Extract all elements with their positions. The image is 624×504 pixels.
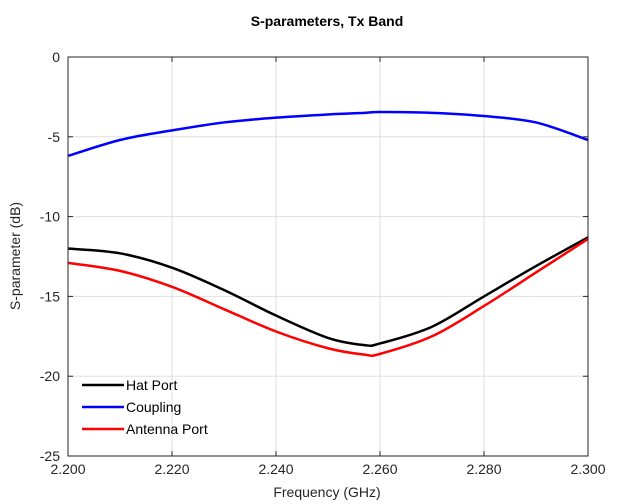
legend-label: Antenna Port: [126, 421, 208, 437]
legend-label: Hat Port: [126, 377, 177, 393]
x-tick-label: 2.300: [570, 461, 605, 477]
y-axis-label: S-parameter (dB): [7, 202, 23, 310]
legend-label: Coupling: [126, 399, 181, 415]
y-tick-label: -15: [40, 288, 60, 304]
chart-title: S-parameters, Tx Band: [251, 13, 404, 29]
y-tick-label: -20: [40, 368, 60, 384]
y-tick-label: -10: [40, 209, 60, 225]
y-tick-label: -25: [40, 448, 60, 464]
y-tick-label: 0: [52, 49, 60, 65]
y-tick-label: -5: [48, 129, 61, 145]
x-axis-label: Frequency (GHz): [273, 484, 380, 500]
x-tick-label: 2.280: [466, 461, 501, 477]
x-tick-label: 2.220: [154, 461, 189, 477]
x-tick-label: 2.240: [258, 461, 293, 477]
x-tick-label: 2.260: [362, 461, 397, 477]
